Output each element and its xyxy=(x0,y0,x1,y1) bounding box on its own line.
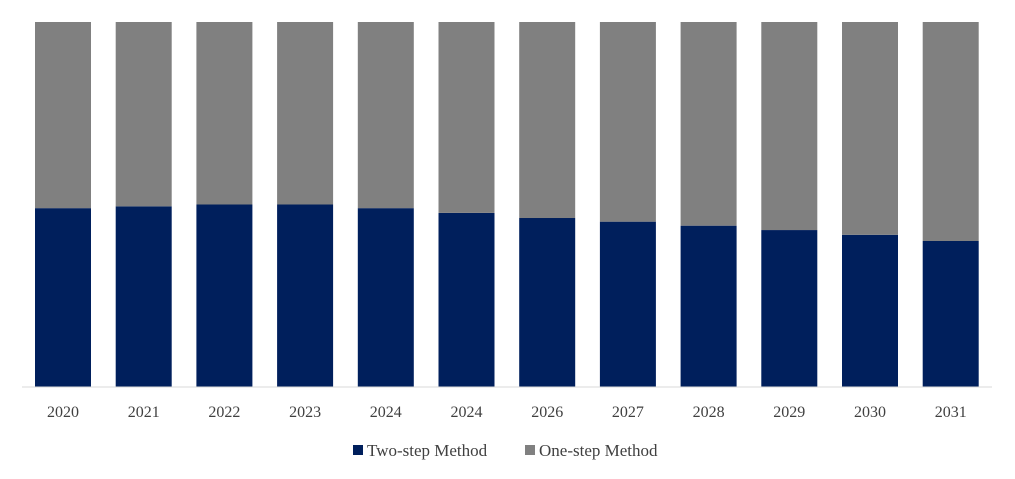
bar-one-step-1 xyxy=(115,22,172,207)
x-tick-label: 2024 xyxy=(451,404,483,421)
bar-one-step-3 xyxy=(277,22,334,205)
x-tick-label: 2024 xyxy=(370,404,402,421)
x-tick-label: 2031 xyxy=(935,404,967,421)
legend-label-one-step: One-step Method xyxy=(539,441,658,460)
x-tick-label: 2030 xyxy=(854,404,886,421)
bar-two-step-0 xyxy=(35,208,91,387)
bar-one-step-6 xyxy=(519,22,576,219)
legend-label-two-step: Two-step Method xyxy=(367,441,488,460)
bar-one-step-5 xyxy=(438,22,495,213)
bar-two-step-4 xyxy=(357,208,414,387)
x-tick-label: 2028 xyxy=(693,404,725,421)
bar-one-step-4 xyxy=(357,22,414,209)
x-tick-label: 2020 xyxy=(47,404,79,421)
bar-two-step-8 xyxy=(680,225,737,387)
bar-two-step-6 xyxy=(519,218,576,387)
bar-two-step-3 xyxy=(277,204,334,387)
bars-group xyxy=(35,22,979,387)
bar-one-step-8 xyxy=(680,22,737,226)
bar-one-step-11 xyxy=(922,22,979,241)
bar-two-step-5 xyxy=(438,212,495,387)
x-tick-label: 2021 xyxy=(128,404,160,421)
x-axis-tick-labels: 2020 2021 2022 2023 2024 2024 2026 2027 2028 2029… xyxy=(47,404,967,421)
bar-one-step-7 xyxy=(599,22,656,222)
x-tick-label: 2022 xyxy=(208,404,240,421)
bar-one-step-0 xyxy=(35,22,91,209)
bar-one-step-10 xyxy=(842,22,898,235)
bar-one-step-2 xyxy=(196,22,253,205)
x-tick-label: 2023 xyxy=(289,404,321,421)
bar-two-step-10 xyxy=(842,234,898,387)
x-tick-label: 2027 xyxy=(612,404,644,421)
legend-swatch-one-step xyxy=(525,445,535,455)
bar-two-step-11 xyxy=(922,241,979,387)
bar-one-step-9 xyxy=(761,22,818,231)
x-tick-label: 2026 xyxy=(531,404,563,421)
bar-two-step-1 xyxy=(115,206,172,387)
bar-two-step-9 xyxy=(761,230,818,387)
legend-swatch-two-step xyxy=(353,445,363,455)
legend: Two-step Method One-step Method xyxy=(353,441,658,460)
bar-two-step-2 xyxy=(196,204,253,387)
bar-two-step-7 xyxy=(599,221,656,387)
x-tick-label: 2029 xyxy=(773,404,805,421)
